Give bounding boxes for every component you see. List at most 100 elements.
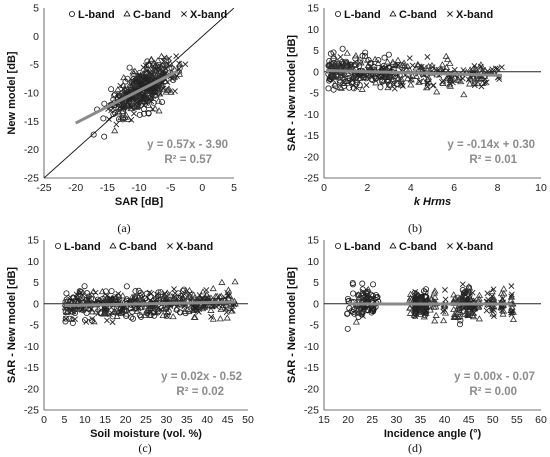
chart-panel-a: -25 -20 -15 -10 -5 0 5 -25 -20 -15 -10 -5 0 5 SAR [dB]… (6, 3, 237, 236)
equation-label: y = -0.14x + 0.30 (447, 139, 535, 151)
data-point-stroke-b (499, 307, 506, 314)
data-point-stroke-b (117, 103, 124, 110)
plot-area-d (324, 279, 541, 332)
data-point (122, 111, 130, 118)
data-point (369, 295, 376, 302)
y-tick-label: 10 (307, 256, 319, 268)
data-point (145, 101, 153, 108)
x-tick-label: 55 (511, 414, 523, 426)
data-point-stroke-b (131, 110, 137, 117)
data-point (422, 64, 430, 71)
data-point (62, 308, 71, 315)
data-point-stroke-b (460, 304, 467, 311)
data-point (421, 310, 428, 317)
data-point-stroke-b (213, 303, 220, 310)
plot-area-a (44, 8, 234, 178)
x-tick-label: 60 (535, 414, 547, 426)
data-point (162, 65, 169, 72)
data-point (102, 288, 109, 295)
data-point-stroke-b (154, 291, 161, 298)
y-tick-label: 5 (33, 277, 39, 289)
data-point (385, 51, 392, 58)
data-point-stroke-b (148, 309, 155, 315)
data-point (484, 68, 491, 75)
x-tick-label: 35 (181, 414, 193, 426)
data-point-stroke-b (62, 315, 69, 322)
data-point (440, 316, 448, 324)
equation-label: y = 0.57x - 3.90 (147, 139, 228, 151)
data-point (138, 313, 145, 320)
data-point (364, 61, 372, 69)
data-point (384, 83, 392, 91)
plot-area-b (324, 45, 541, 98)
data-point (108, 107, 115, 114)
data-point-stroke-b (508, 293, 515, 300)
data-point-stroke-b (461, 290, 467, 297)
data-point (182, 61, 189, 68)
data-point (380, 77, 388, 84)
data-point-stroke-b (131, 86, 138, 93)
data-point (362, 49, 369, 56)
x-tick-label: 0 (41, 414, 47, 426)
x-tick-label: 40 (201, 414, 213, 426)
y-tick-label: -5 (30, 320, 39, 332)
data-point (133, 103, 141, 110)
data-point (377, 84, 384, 91)
data-point-stroke-b (395, 61, 401, 68)
data-point-stroke-b (417, 294, 424, 301)
data-point-stroke-b (356, 74, 363, 81)
data-point-stroke-b (80, 305, 87, 312)
data-point (435, 66, 442, 73)
data-point (337, 71, 346, 78)
data-point-stroke-b (92, 289, 99, 296)
data-point-stroke-b (482, 76, 489, 82)
data-point (90, 318, 98, 325)
data-point (164, 60, 171, 67)
x-tick-label: -15 (100, 182, 115, 194)
panel-label: (a) (117, 221, 130, 235)
data-point (176, 60, 183, 67)
data-point (492, 65, 499, 72)
data-point (460, 90, 468, 98)
x-tick-label: -25 (36, 182, 51, 194)
data-point (119, 81, 128, 89)
data-point-stroke-b (360, 288, 367, 295)
plot-area-c (44, 278, 248, 327)
y-tick-label: 15 (307, 3, 319, 15)
legend-marker-2 (447, 11, 453, 17)
data-point-stroke-b (68, 297, 75, 304)
data-point (193, 304, 200, 311)
data-point-stroke-b (369, 295, 376, 302)
data-point-stroke-b (89, 315, 96, 322)
x-tick-label: 4 (408, 182, 414, 194)
data-point-stroke-b (508, 309, 515, 316)
data-point-stroke-b (182, 61, 189, 68)
data-point (327, 71, 335, 78)
data-point-stroke-b (141, 102, 147, 108)
data-point-stroke-b (469, 304, 476, 311)
data-point (90, 131, 97, 138)
data-point (108, 86, 115, 93)
data-point-stroke-b (424, 79, 431, 86)
data-point-stroke-b (115, 297, 122, 304)
data-point-stroke-b (161, 54, 168, 61)
data-point-stroke-b (377, 73, 384, 80)
legend-marker-2-stroke-b (447, 11, 453, 17)
data-point (374, 59, 382, 66)
data-point (224, 286, 233, 293)
data-point (120, 104, 127, 111)
data-point (110, 96, 117, 103)
data-point-stroke-b (120, 104, 127, 111)
data-point (115, 297, 122, 304)
data-point (223, 309, 230, 316)
data-point (159, 311, 167, 319)
data-point (488, 308, 495, 314)
data-point (420, 313, 428, 320)
x-axis-label: Soil moisture (vol. %) (90, 428, 202, 440)
data-point (63, 308, 72, 315)
data-point-stroke-b (465, 76, 472, 83)
data-point (128, 314, 135, 321)
data-point (498, 64, 505, 71)
data-point-stroke-b (113, 121, 120, 128)
x-tick-label: 30 (161, 414, 173, 426)
